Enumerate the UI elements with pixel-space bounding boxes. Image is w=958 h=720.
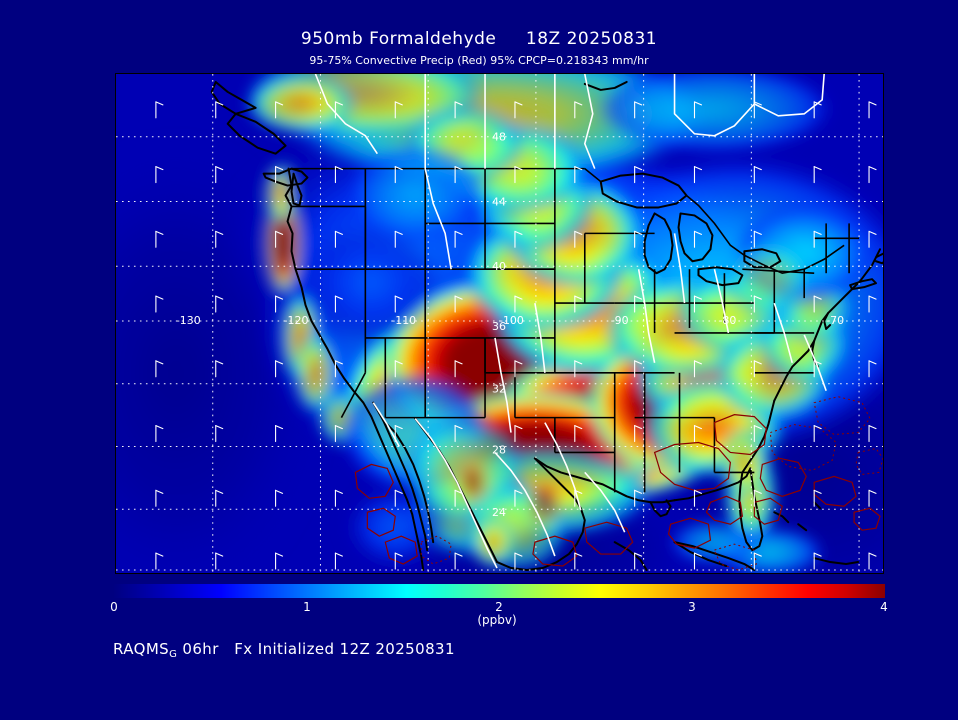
lat-label: 28 — [492, 443, 506, 456]
lat-label: 44 — [492, 195, 506, 208]
lat-label: 36 — [492, 320, 506, 333]
white-boundary-overlay — [314, 74, 827, 569]
colorbar-tick-1: 1 — [303, 600, 311, 614]
lon-label: -90 — [611, 314, 629, 327]
colorbar-tick-4: 4 — [880, 600, 888, 614]
colorbar-gradient — [113, 584, 885, 598]
colorbar-tick-2: 2 — [495, 600, 503, 614]
colorbar — [113, 584, 885, 598]
lat-label: 32 — [492, 383, 506, 396]
colorbar-tick-3: 3 — [688, 600, 696, 614]
lon-label: -120 — [284, 314, 309, 327]
lat-label: 48 — [492, 131, 506, 144]
subtitle: 95-75% Convective Precip (Red) 95% CPCP=… — [309, 54, 649, 67]
hcho-concentration-field — [215, 74, 883, 573]
footer-model-subscript: G — [169, 649, 178, 660]
convective-precip-contours-dotted — [420, 396, 883, 571]
lat-lon-grid — [116, 74, 883, 573]
page-title: 950mb Formaldehyde 18Z 20250831 — [300, 29, 658, 49]
map-svg: -130 -120 -110 -100 -90 -80 -70 -60 48 4… — [116, 74, 883, 573]
wind-barbs-layer — [155, 101, 877, 570]
map-panel: -130 -120 -110 -100 -90 -80 -70 -60 48 4… — [115, 73, 884, 574]
state-boundaries-layer — [291, 167, 860, 493]
lon-label: -70 — [826, 314, 844, 327]
lat-label: 24 — [492, 506, 506, 519]
footer-caption: RAQMSG 06hr Fx Initialized 12Z 20250831 — [113, 640, 455, 660]
lat-label: 40 — [492, 260, 506, 273]
convective-precip-contours — [354, 414, 881, 567]
footer-forecast-info: 06hr Fx Initialized 12Z 20250831 — [177, 640, 455, 658]
lon-label: -130 — [176, 314, 201, 327]
footer-model-name: RAQMS — [113, 640, 170, 658]
grid-labels: -130 -120 -110 -100 -90 -80 -70 -60 48 4… — [176, 131, 844, 519]
colorbar-units-label: (ppbv) — [477, 613, 517, 627]
lon-label: -110 — [391, 314, 416, 327]
lon-label: -80 — [718, 314, 736, 327]
lon-label: -100 — [499, 314, 524, 327]
colorbar-tick-0: 0 — [110, 600, 118, 614]
